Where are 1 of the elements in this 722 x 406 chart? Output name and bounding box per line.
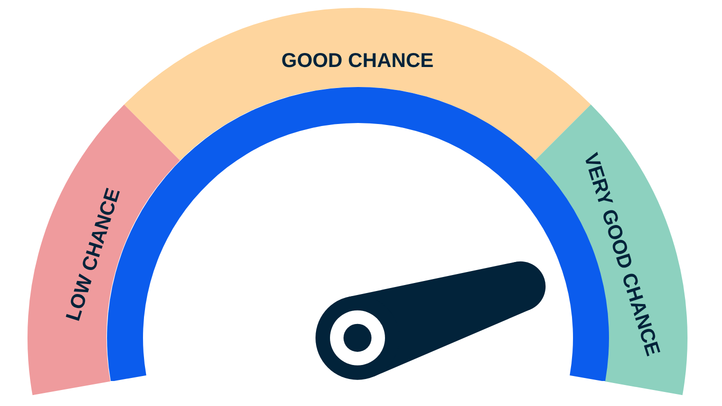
slice-label: GOOD CHANCE bbox=[281, 50, 434, 72]
